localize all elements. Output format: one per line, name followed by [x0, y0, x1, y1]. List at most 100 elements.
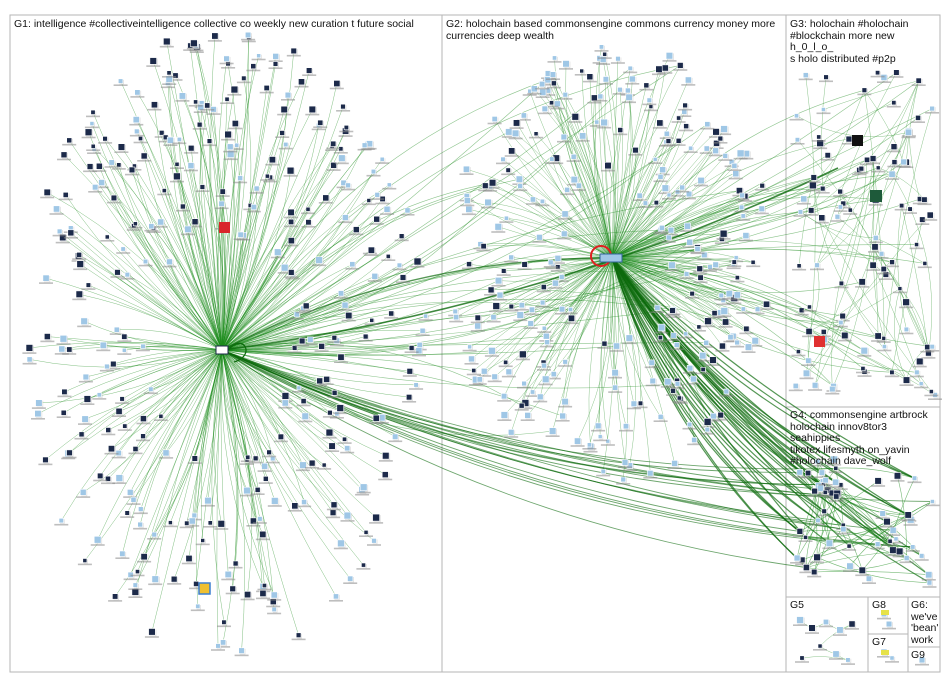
cross-group-edge: [221, 68, 631, 351]
edge: [175, 75, 224, 351]
edge: [106, 349, 223, 367]
node-label-mark: [582, 80, 597, 83]
node: [915, 115, 921, 121]
node-label-mark: [892, 555, 907, 558]
node: [874, 541, 881, 547]
node: [872, 235, 879, 241]
node: [661, 64, 669, 72]
node: [134, 89, 141, 96]
node: [602, 51, 607, 57]
node: [367, 246, 375, 254]
node: [511, 129, 520, 137]
node-label-mark: [909, 375, 924, 378]
node-label-mark: [154, 136, 169, 138]
node: [625, 334, 633, 342]
node-label-mark: [559, 68, 573, 70]
node: [518, 402, 525, 409]
node: [677, 62, 684, 69]
node: [552, 279, 559, 287]
node-label-mark: [498, 365, 513, 368]
node: [337, 290, 345, 297]
node-label-mark: [188, 225, 203, 228]
node-label-mark: [802, 310, 817, 312]
node: [684, 76, 692, 84]
node: [308, 459, 316, 467]
node-label-mark: [369, 223, 384, 225]
edge: [63, 349, 223, 414]
edge: [93, 149, 223, 351]
node-label-mark: [22, 362, 37, 365]
node-label-mark: [733, 157, 748, 160]
node: [727, 334, 734, 341]
node-label-mark: [739, 239, 753, 242]
node-label-mark: [370, 198, 385, 200]
node-label-mark: [206, 113, 221, 115]
node: [653, 200, 659, 206]
node: [180, 203, 186, 210]
node-label-mark: [653, 232, 668, 235]
node-label-mark: [168, 79, 183, 81]
node: [119, 550, 126, 557]
node-label-mark: [236, 81, 251, 84]
node-label-mark: [189, 587, 204, 590]
node-label-mark: [833, 195, 848, 197]
node: [700, 366, 706, 372]
edge: [578, 185, 613, 259]
node: [137, 521, 143, 528]
node: [811, 382, 819, 389]
cross-group-edge: [611, 188, 823, 259]
node: [902, 376, 911, 384]
cross-group-edge: [611, 196, 876, 259]
node: [329, 509, 337, 516]
node-label-mark: [885, 661, 899, 663]
edge: [221, 349, 238, 643]
edge: [85, 349, 223, 378]
node-label-mark: [257, 588, 272, 591]
node-label-mark: [358, 340, 373, 342]
node: [121, 333, 128, 340]
node: [921, 196, 928, 203]
node-label-mark: [532, 241, 547, 243]
node: [740, 306, 746, 312]
node: [586, 73, 594, 81]
node-label-mark: [852, 173, 867, 176]
cross-group-edge: [611, 177, 814, 259]
node-label-mark: [574, 74, 589, 76]
node: [550, 371, 557, 378]
node-label-mark: [828, 471, 843, 474]
edge: [182, 206, 223, 351]
highlight-node: [198, 582, 211, 595]
edge: [494, 257, 613, 377]
cross-group-edge: [611, 173, 893, 259]
node-label-mark: [147, 108, 162, 111]
node: [163, 37, 171, 46]
node: [323, 375, 331, 383]
node-label-mark: [811, 140, 826, 142]
node-label-mark: [291, 638, 306, 641]
node-label-mark: [592, 62, 607, 64]
node: [539, 299, 546, 306]
node: [725, 290, 733, 298]
node: [288, 218, 295, 225]
node: [161, 188, 167, 193]
node: [291, 502, 299, 510]
node-label-mark: [575, 140, 590, 142]
node-label-mark: [666, 394, 681, 396]
node: [924, 344, 931, 351]
node: [237, 231, 244, 238]
node: [480, 243, 487, 250]
node: [796, 616, 804, 624]
node-label-mark: [400, 214, 415, 216]
node-label-mark: [728, 177, 743, 180]
node-label-mark: [117, 340, 132, 342]
node: [881, 650, 889, 655]
node: [333, 80, 341, 88]
node: [617, 87, 623, 93]
edge: [878, 167, 925, 200]
edge: [600, 96, 613, 259]
node: [507, 429, 515, 436]
group-boxes: [9, 14, 941, 673]
node-label-mark: [137, 160, 152, 162]
edge: [808, 274, 887, 332]
node-label-mark: [911, 121, 925, 123]
